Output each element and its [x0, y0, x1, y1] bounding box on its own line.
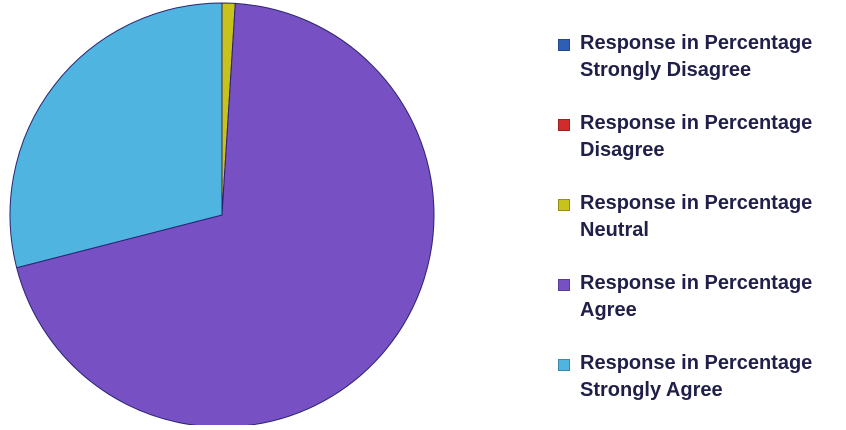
legend-category-label: Strongly Disagree — [580, 59, 752, 81]
legend-series-label: Response in Percentage — [580, 192, 813, 214]
legend-category-label: Agree — [580, 299, 637, 321]
legend-series-label: Response in Percentage — [580, 272, 813, 294]
legend-series-label: Response in Percentage — [580, 32, 813, 54]
pie-chart — [9, 2, 435, 425]
legend-swatch — [558, 119, 570, 131]
legend-series-label: Response in Percentage — [580, 112, 813, 134]
legend-swatch — [558, 199, 570, 211]
legend-item-strongly-disagree: Response in Percentage Strongly Disagree — [558, 30, 846, 110]
legend-swatch — [558, 39, 570, 51]
legend-swatch — [558, 359, 570, 371]
pie-slice-agree — [16, 2, 435, 425]
legend-item-neutral: Response in Percentage Neutral — [558, 190, 846, 270]
legend-item-strongly-agree: Response in Percentage Strongly Agree — [558, 350, 846, 430]
legend-swatch — [558, 279, 570, 291]
legend-category-label: Neutral — [580, 219, 649, 241]
legend-item-disagree: Response in Percentage Disagree — [558, 110, 846, 190]
legend-series-label: Response in Percentage — [580, 352, 813, 374]
pie-slice-strongly-agree — [9, 2, 223, 269]
legend-item-agree: Response in Percentage Agree — [558, 270, 846, 350]
legend: Response in Percentage Strongly Disagree… — [558, 30, 846, 430]
legend-category-label: Strongly Agree — [580, 379, 723, 401]
legend-category-label: Disagree — [580, 139, 665, 161]
